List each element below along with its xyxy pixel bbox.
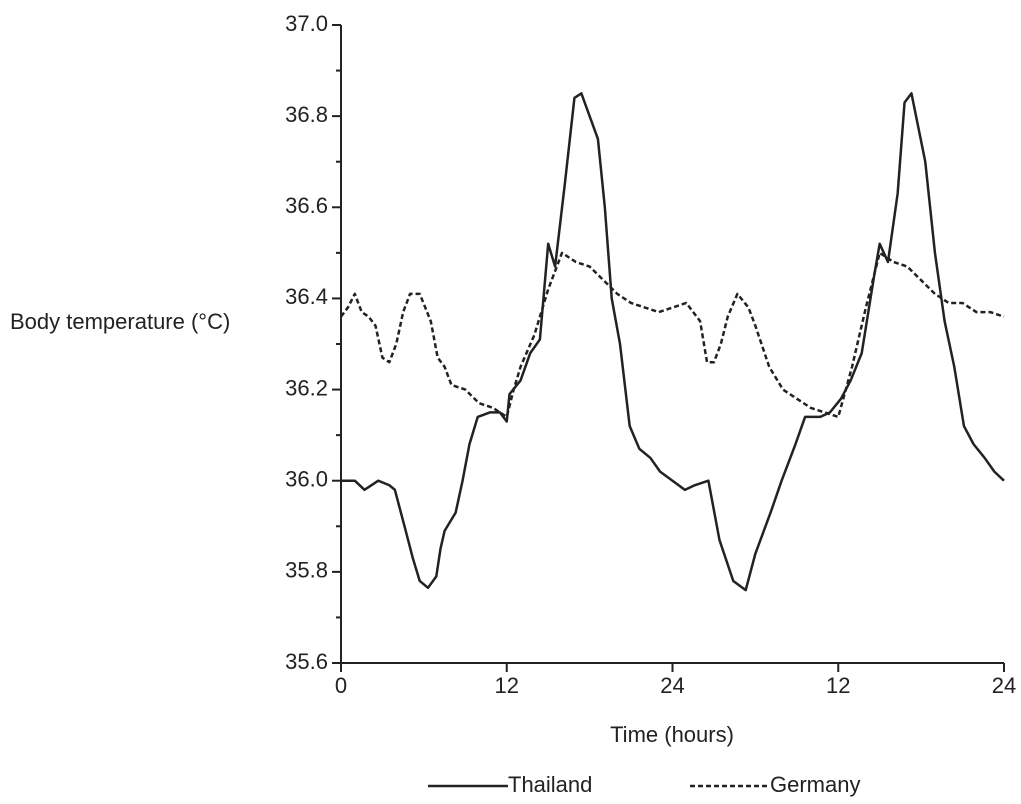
data-line [341, 92, 1005, 592]
x-tick-label: 12 [826, 673, 850, 698]
y-tick-label: 36.2 [285, 375, 328, 400]
legend-label: Thailand [508, 772, 592, 797]
x-tick-label: 24 [660, 673, 684, 698]
x-tick-label: 24 [992, 673, 1016, 698]
y-tick-label: 37.0 [285, 11, 328, 36]
y-tick-label: 35.6 [285, 649, 328, 674]
y-tick-label: 35.8 [285, 558, 328, 583]
legend-label: Germany [770, 772, 860, 797]
y-axis-label: Body temperature (°C) [10, 309, 231, 334]
y-tick-label: 36.6 [285, 193, 328, 218]
y-tick-label: 36.0 [285, 467, 328, 492]
y-tick-label: 36.4 [285, 284, 328, 309]
y-tick-label: 36.8 [285, 102, 328, 127]
data-line [340, 251, 1005, 419]
x-tick-label: 12 [495, 673, 519, 698]
x-tick-label: 0 [335, 673, 347, 698]
x-axis-label: Time (hours) [610, 722, 734, 747]
